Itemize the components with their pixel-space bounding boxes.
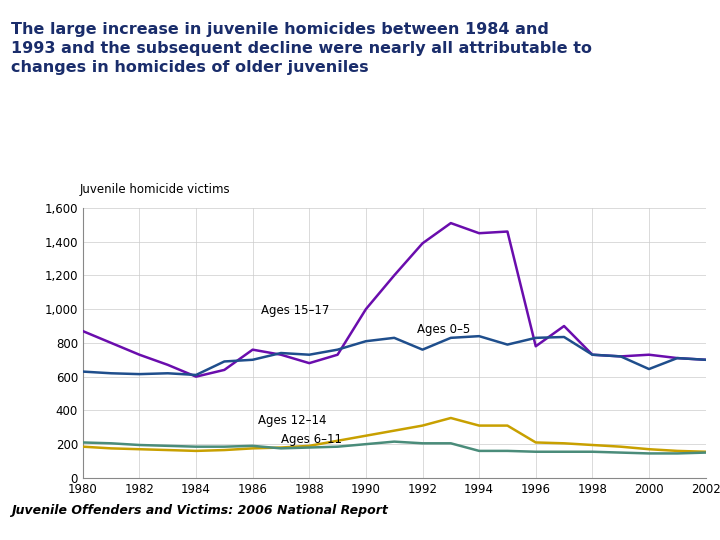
- Text: Ages 15–17: Ages 15–17: [261, 304, 330, 317]
- Text: Juvenile homicide victims: Juvenile homicide victims: [80, 183, 230, 195]
- Text: Ages 6–11: Ages 6–11: [281, 433, 342, 446]
- Text: The large increase in juvenile homicides between 1984 and
1993 and the subsequen: The large increase in juvenile homicides…: [11, 22, 592, 75]
- Text: Juvenile Offenders and Victims: 2006 National Report: Juvenile Offenders and Victims: 2006 Nat…: [11, 504, 387, 517]
- Text: Ages 12–14: Ages 12–14: [258, 414, 327, 427]
- Text: Ages 0–5: Ages 0–5: [417, 323, 470, 336]
